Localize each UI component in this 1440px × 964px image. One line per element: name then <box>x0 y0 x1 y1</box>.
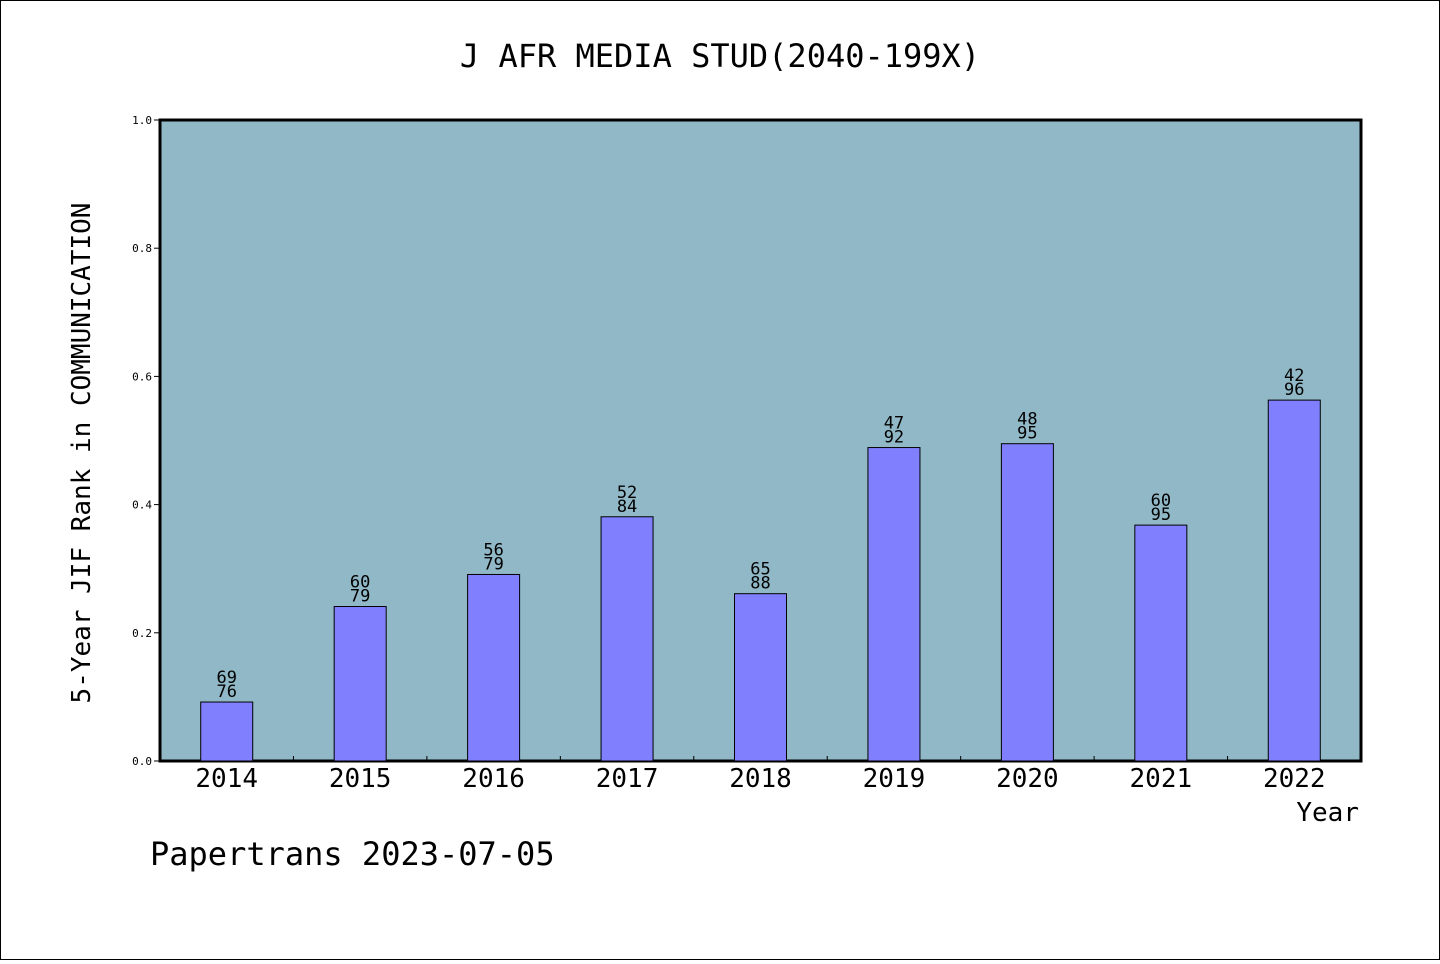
bar-label-top: 42 <box>1284 366 1304 386</box>
y-tick-label: 0.8 <box>132 242 152 255</box>
bar-2022 <box>1267 399 1321 762</box>
bar-label-top: 65 <box>750 560 770 580</box>
bar-2018 <box>734 593 787 762</box>
x-axis-label: Year <box>1296 798 1359 828</box>
x-tick-label: 2021 <box>1130 764 1193 794</box>
bar-label-bottom: 92 <box>884 428 904 448</box>
bar-label-top: 52 <box>617 483 637 503</box>
x-tick-label: 2016 <box>462 764 525 794</box>
bar-label-top: 60 <box>1151 491 1171 511</box>
bar-label-bottom: 84 <box>617 497 637 517</box>
bar-label-bottom: 76 <box>216 682 236 702</box>
bar-label-top: 69 <box>216 668 236 688</box>
y-tick-label: 0.4 <box>132 499 152 512</box>
bar-label-top: 47 <box>884 414 904 434</box>
bar-2017 <box>600 516 654 762</box>
bar-label-bottom: 79 <box>483 554 503 574</box>
bar-2014 <box>200 701 254 762</box>
bar-2020 <box>1000 443 1054 762</box>
footer-credit: Papertrans 2023-07-05 <box>150 835 555 873</box>
y-tick-label: 1.0 <box>132 114 152 127</box>
bar-label-bottom: 88 <box>750 574 770 594</box>
y-tick-label: 0.2 <box>132 627 152 640</box>
y-tick-label: 0.0 <box>132 755 152 768</box>
chart-title: J AFR MEDIA STUD(2040-199X) <box>460 37 980 75</box>
y-axis-label: 5-Year JIF Rank in COMMUNICATION <box>67 203 97 704</box>
bar-label-top: 60 <box>350 573 370 593</box>
x-tick-label: 2014 <box>195 764 258 794</box>
y-tick-label: 0.6 <box>132 370 152 383</box>
bar-2019 <box>867 447 921 762</box>
x-axis: 2014 2015 2016 2017 2018 2019 2020 2021 2022 <box>195 756 1326 794</box>
bar-label-top: 48 <box>1017 410 1037 430</box>
bar-label-top: 56 <box>483 540 503 560</box>
x-tick-label: 2022 <box>1263 764 1326 794</box>
x-tick-label: 2018 <box>729 764 792 794</box>
x-tick-label: 2017 <box>596 764 659 794</box>
x-tick-label: 2020 <box>996 764 1059 794</box>
bar-2021 <box>1134 524 1188 762</box>
x-tick-label: 2019 <box>863 764 926 794</box>
bar-label-bottom: 96 <box>1284 380 1304 400</box>
bar-label-bottom: 95 <box>1151 505 1171 525</box>
x-tick-label: 2015 <box>329 764 392 794</box>
bar-label-bottom: 79 <box>350 587 370 607</box>
bar-2016 <box>467 573 521 762</box>
y-axis: 0.0 0.2 0.4 0.6 0.8 1.0 <box>132 114 160 768</box>
bar-2015 <box>333 606 387 762</box>
bar-label-bottom: 95 <box>1017 424 1037 444</box>
